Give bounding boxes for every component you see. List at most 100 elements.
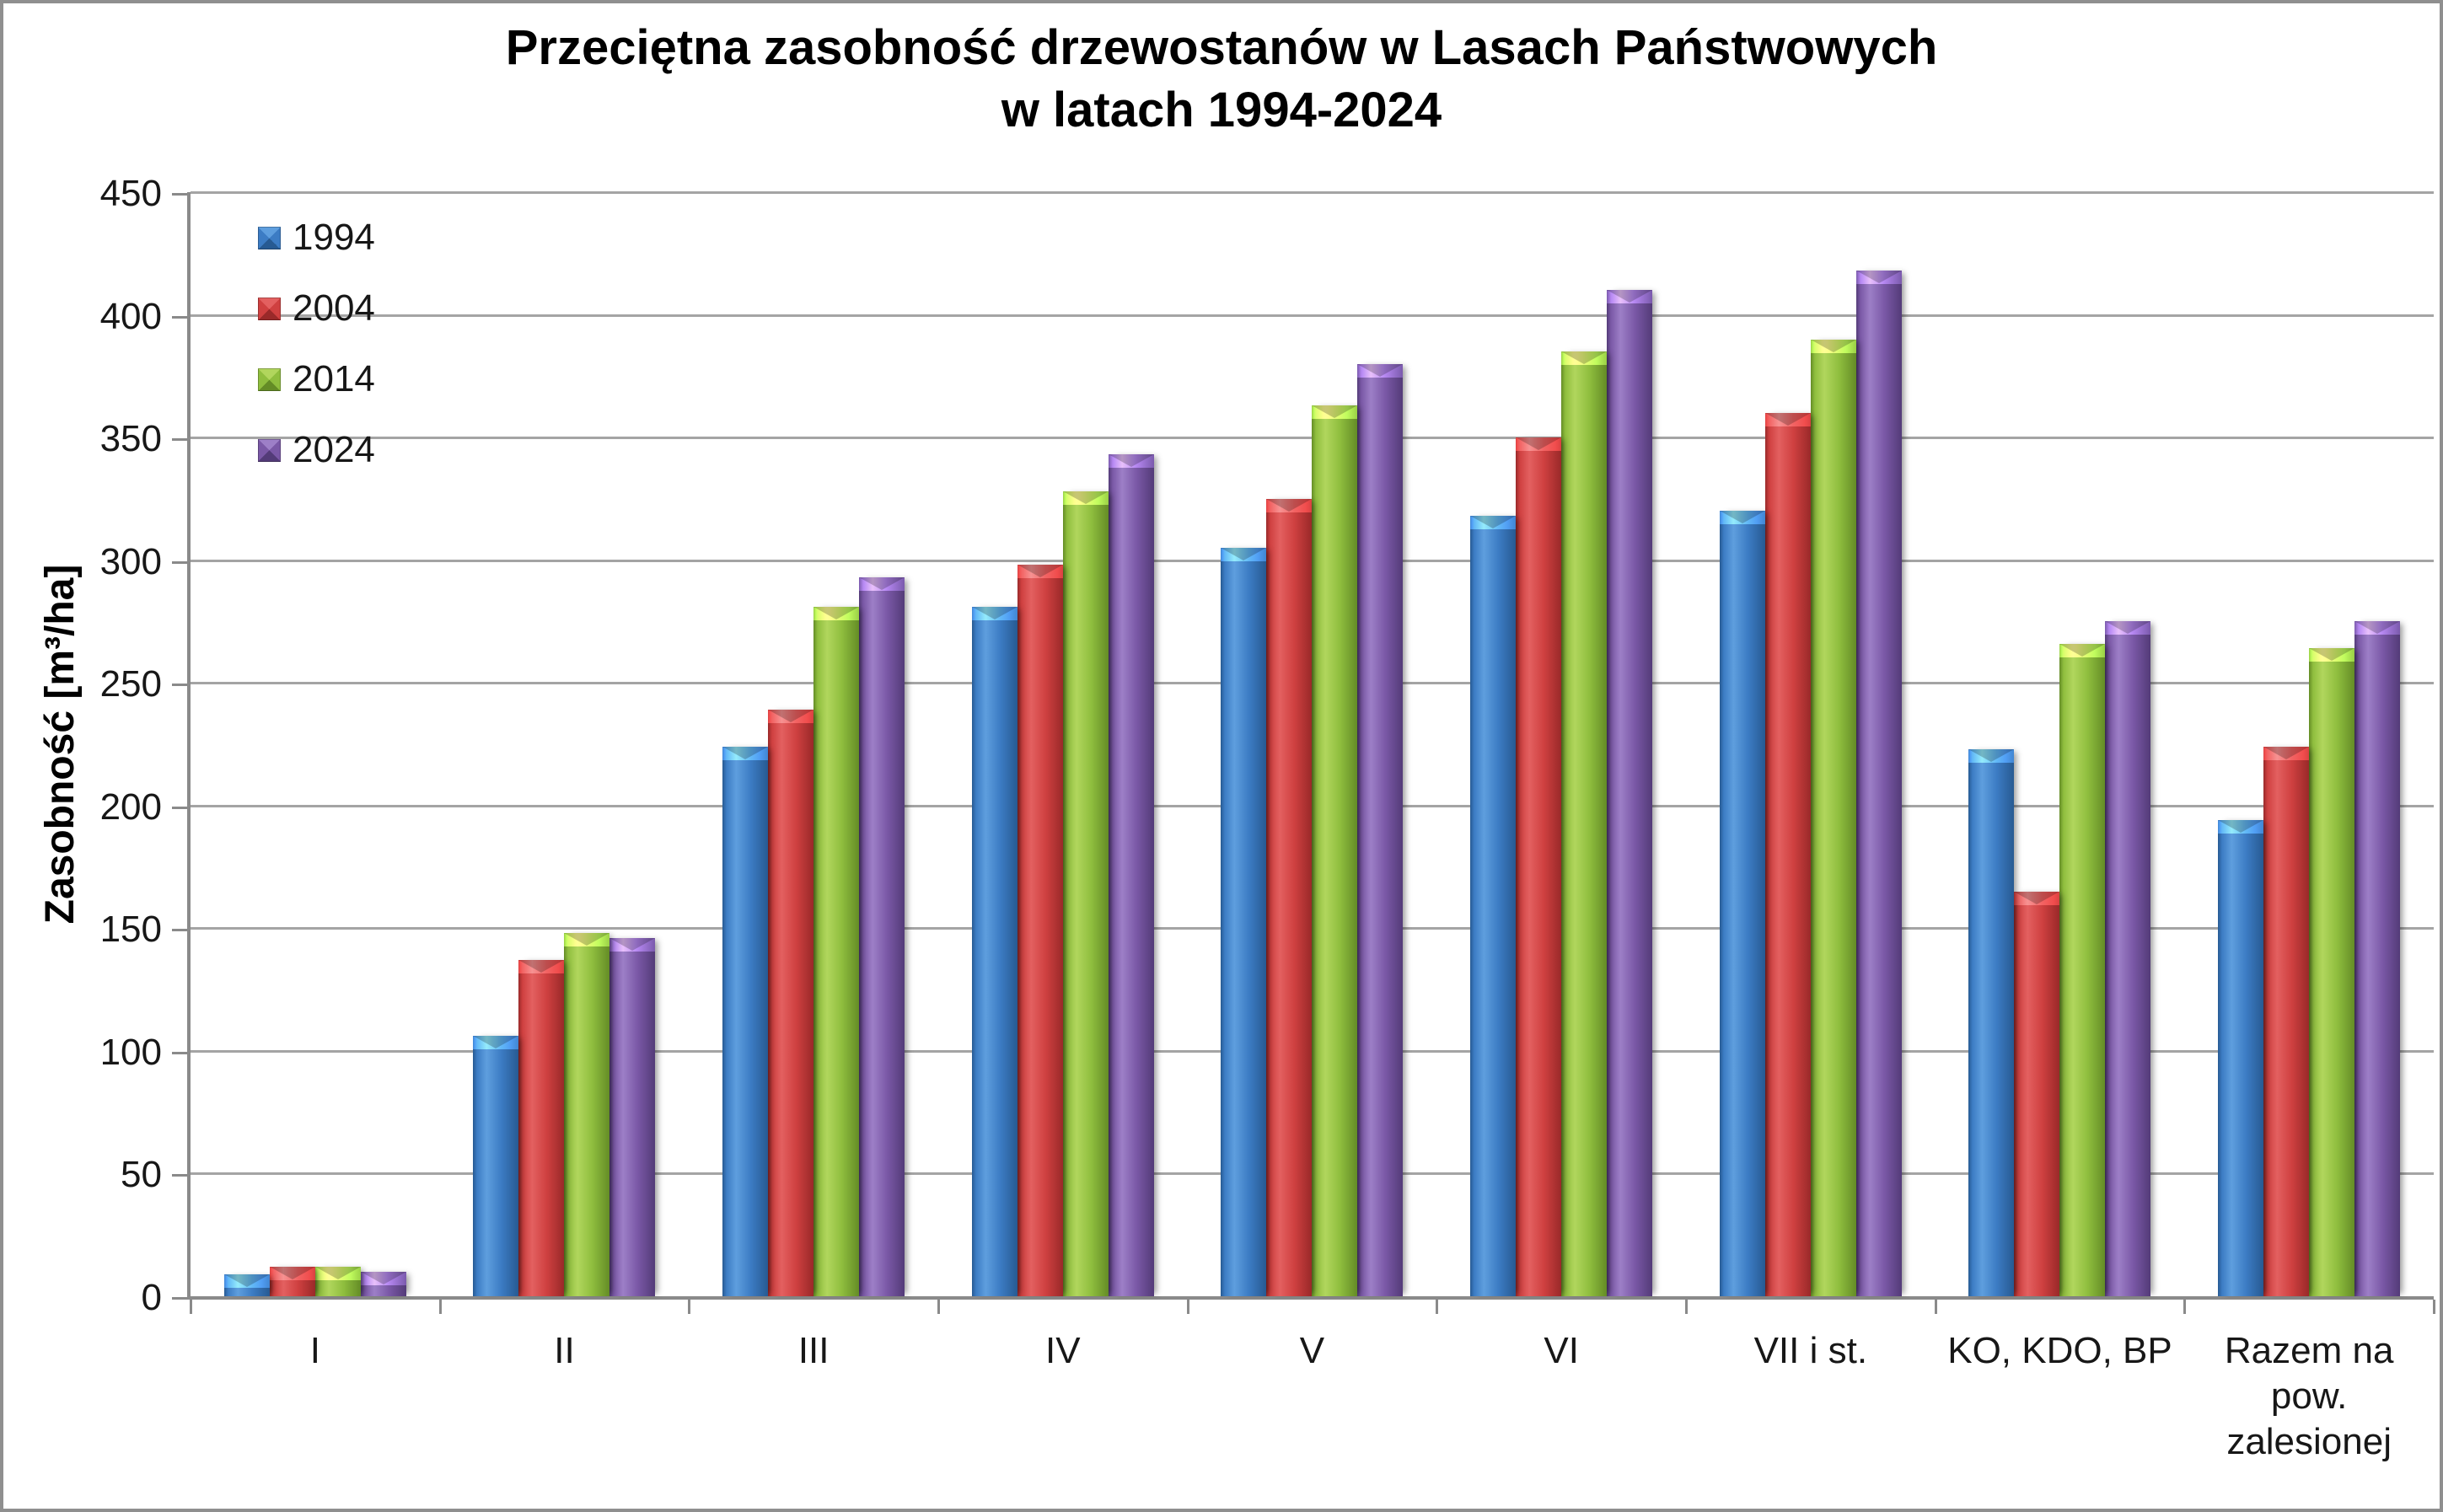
- x-category-label-II: II: [554, 1330, 575, 1371]
- bar-2024-I: [360, 1272, 406, 1296]
- legend-label-1994: 1994: [293, 217, 375, 258]
- bar-2024-VII i st.: [1855, 271, 1902, 1296]
- y-tick-label-250: 250: [99, 663, 162, 705]
- gridline-400: [191, 314, 2434, 317]
- bar-group-II: [440, 192, 690, 1296]
- bar-2024-KO, KDO, BP: [2105, 621, 2151, 1296]
- bar-group-Razem na pow. zalesionej: [2184, 192, 2434, 1296]
- y-tick-450: [172, 193, 191, 196]
- y-tick-label-100: 100: [99, 1031, 162, 1073]
- x-category-label-III: III: [797, 1330, 830, 1371]
- bar-2014-III: [813, 607, 860, 1296]
- x-tick-7: [1934, 1300, 1937, 1314]
- bar-1994-KO, KDO, BP: [1968, 749, 2015, 1296]
- y-tick-350: [172, 438, 191, 442]
- plot-area: [187, 191, 2434, 1300]
- legend-marker-icon-2014: [258, 367, 281, 391]
- bar-1994-V: [1221, 548, 1267, 1296]
- chart-title-line1: Przeciętna zasobność drzewostanów w Lasa…: [505, 20, 1938, 75]
- legend-marker-icon-1994: [258, 226, 281, 249]
- bar-2024-V: [1357, 364, 1404, 1296]
- bar-1994-III: [722, 747, 769, 1296]
- bar-2014-IV: [1062, 491, 1109, 1296]
- x-tick-3: [937, 1300, 940, 1314]
- bar-group-IV: [938, 192, 1188, 1296]
- legend-item-2024: 2024: [258, 432, 375, 469]
- y-tick-label-50: 50: [121, 1154, 162, 1196]
- bar-2024-II: [609, 938, 656, 1296]
- legend-label-2004: 2004: [293, 287, 375, 329]
- bar-group-KO, KDO, BP: [1936, 192, 2185, 1296]
- y-tick-150: [172, 929, 191, 932]
- bar-group-III: [689, 192, 938, 1296]
- bar-2024-III: [859, 577, 905, 1296]
- bar-2004-III: [768, 710, 814, 1296]
- x-category-label-Razem na pow. zalesionej: Razem na pow. zalesionej: [2224, 1330, 2394, 1462]
- bar-1994-VI: [1470, 516, 1517, 1296]
- x-tick-1: [438, 1300, 442, 1314]
- y-tick-label-200: 200: [99, 785, 162, 828]
- bar-1994-Razem na pow. zalesionej: [2218, 820, 2264, 1296]
- legend-item-2004: 2004: [258, 290, 375, 327]
- legend: 1994 2004 2014 2024: [258, 219, 375, 502]
- x-category-label-I: I: [309, 1330, 320, 1371]
- bar-2004-II: [518, 960, 565, 1296]
- chart-title-line2: w latach 1994-2024: [1001, 83, 1442, 137]
- y-tick-label-400: 400: [99, 295, 162, 337]
- y-tick-300: [172, 560, 191, 564]
- y-tick-100: [172, 1051, 191, 1054]
- bar-1994-I: [223, 1274, 270, 1296]
- y-tick-label-150: 150: [99, 909, 162, 951]
- bar-2024-IV: [1108, 454, 1154, 1296]
- legend-label-2014: 2014: [293, 358, 375, 399]
- x-category-label-VII i st.: VII i st.: [1753, 1330, 1868, 1371]
- x-tick-9: [2433, 1300, 2435, 1314]
- x-tick-5: [1436, 1300, 1439, 1314]
- bar-group-I: [191, 192, 440, 1296]
- bar-2004-V: [1266, 499, 1313, 1296]
- bar-group-VI: [1436, 192, 1686, 1296]
- x-tick-2: [688, 1300, 691, 1314]
- bar-2014-VII i st.: [1810, 340, 1856, 1296]
- legend-item-2014: 2014: [258, 361, 375, 398]
- legend-marker-icon-2024: [258, 438, 281, 462]
- bar-2004-Razem na pow. zalesionej: [2263, 747, 2310, 1296]
- bar-2024-Razem na pow. zalesionej: [2354, 621, 2401, 1296]
- legend-label-2024: 2024: [293, 429, 375, 470]
- gridline-450: [191, 191, 2434, 194]
- y-tick-label-350: 350: [99, 418, 162, 460]
- y-tick-400: [172, 315, 191, 319]
- y-tick-50: [172, 1174, 191, 1177]
- x-tick-6: [1685, 1300, 1688, 1314]
- y-tick-label-0: 0: [141, 1277, 162, 1318]
- y-tick-label-300: 300: [99, 540, 162, 582]
- legend-item-1994: 1994: [258, 219, 375, 256]
- bar-2004-KO, KDO, BP: [2014, 892, 2060, 1296]
- legend-marker-icon-2004: [258, 297, 281, 320]
- y-tick-200: [172, 806, 191, 809]
- chart-title: Przeciętna zasobność drzewostanów w Lasa…: [3, 17, 2440, 142]
- bar-1994-II: [473, 1036, 519, 1296]
- bar-2014-KO, KDO, BP: [2059, 644, 2106, 1296]
- bar-2004-IV: [1017, 565, 1063, 1296]
- bar-2014-VI: [1561, 351, 1608, 1296]
- bar-2014-I: [314, 1267, 361, 1296]
- bar-2024-VI: [1607, 290, 1653, 1296]
- bar-1994-IV: [971, 607, 1017, 1296]
- bar-2004-VII i st.: [1764, 413, 1811, 1296]
- bar-group-VII i st.: [1686, 192, 1936, 1296]
- bar-2004-VI: [1516, 437, 1562, 1296]
- bar-2014-V: [1312, 405, 1358, 1296]
- bar-2004-I: [269, 1267, 315, 1296]
- x-category-label-VI: VI: [1544, 1330, 1579, 1371]
- bar-2014-II: [564, 933, 610, 1296]
- y-tick-250: [172, 684, 191, 687]
- x-category-label-IV: IV: [1045, 1330, 1081, 1371]
- x-tick-0: [190, 1300, 192, 1314]
- bar-1994-VII i st.: [1719, 511, 1765, 1296]
- x-tick-8: [2183, 1300, 2187, 1314]
- y-tick-0: [172, 1297, 191, 1300]
- x-tick-4: [1186, 1300, 1189, 1314]
- x-category-label-V: V: [1299, 1330, 1325, 1371]
